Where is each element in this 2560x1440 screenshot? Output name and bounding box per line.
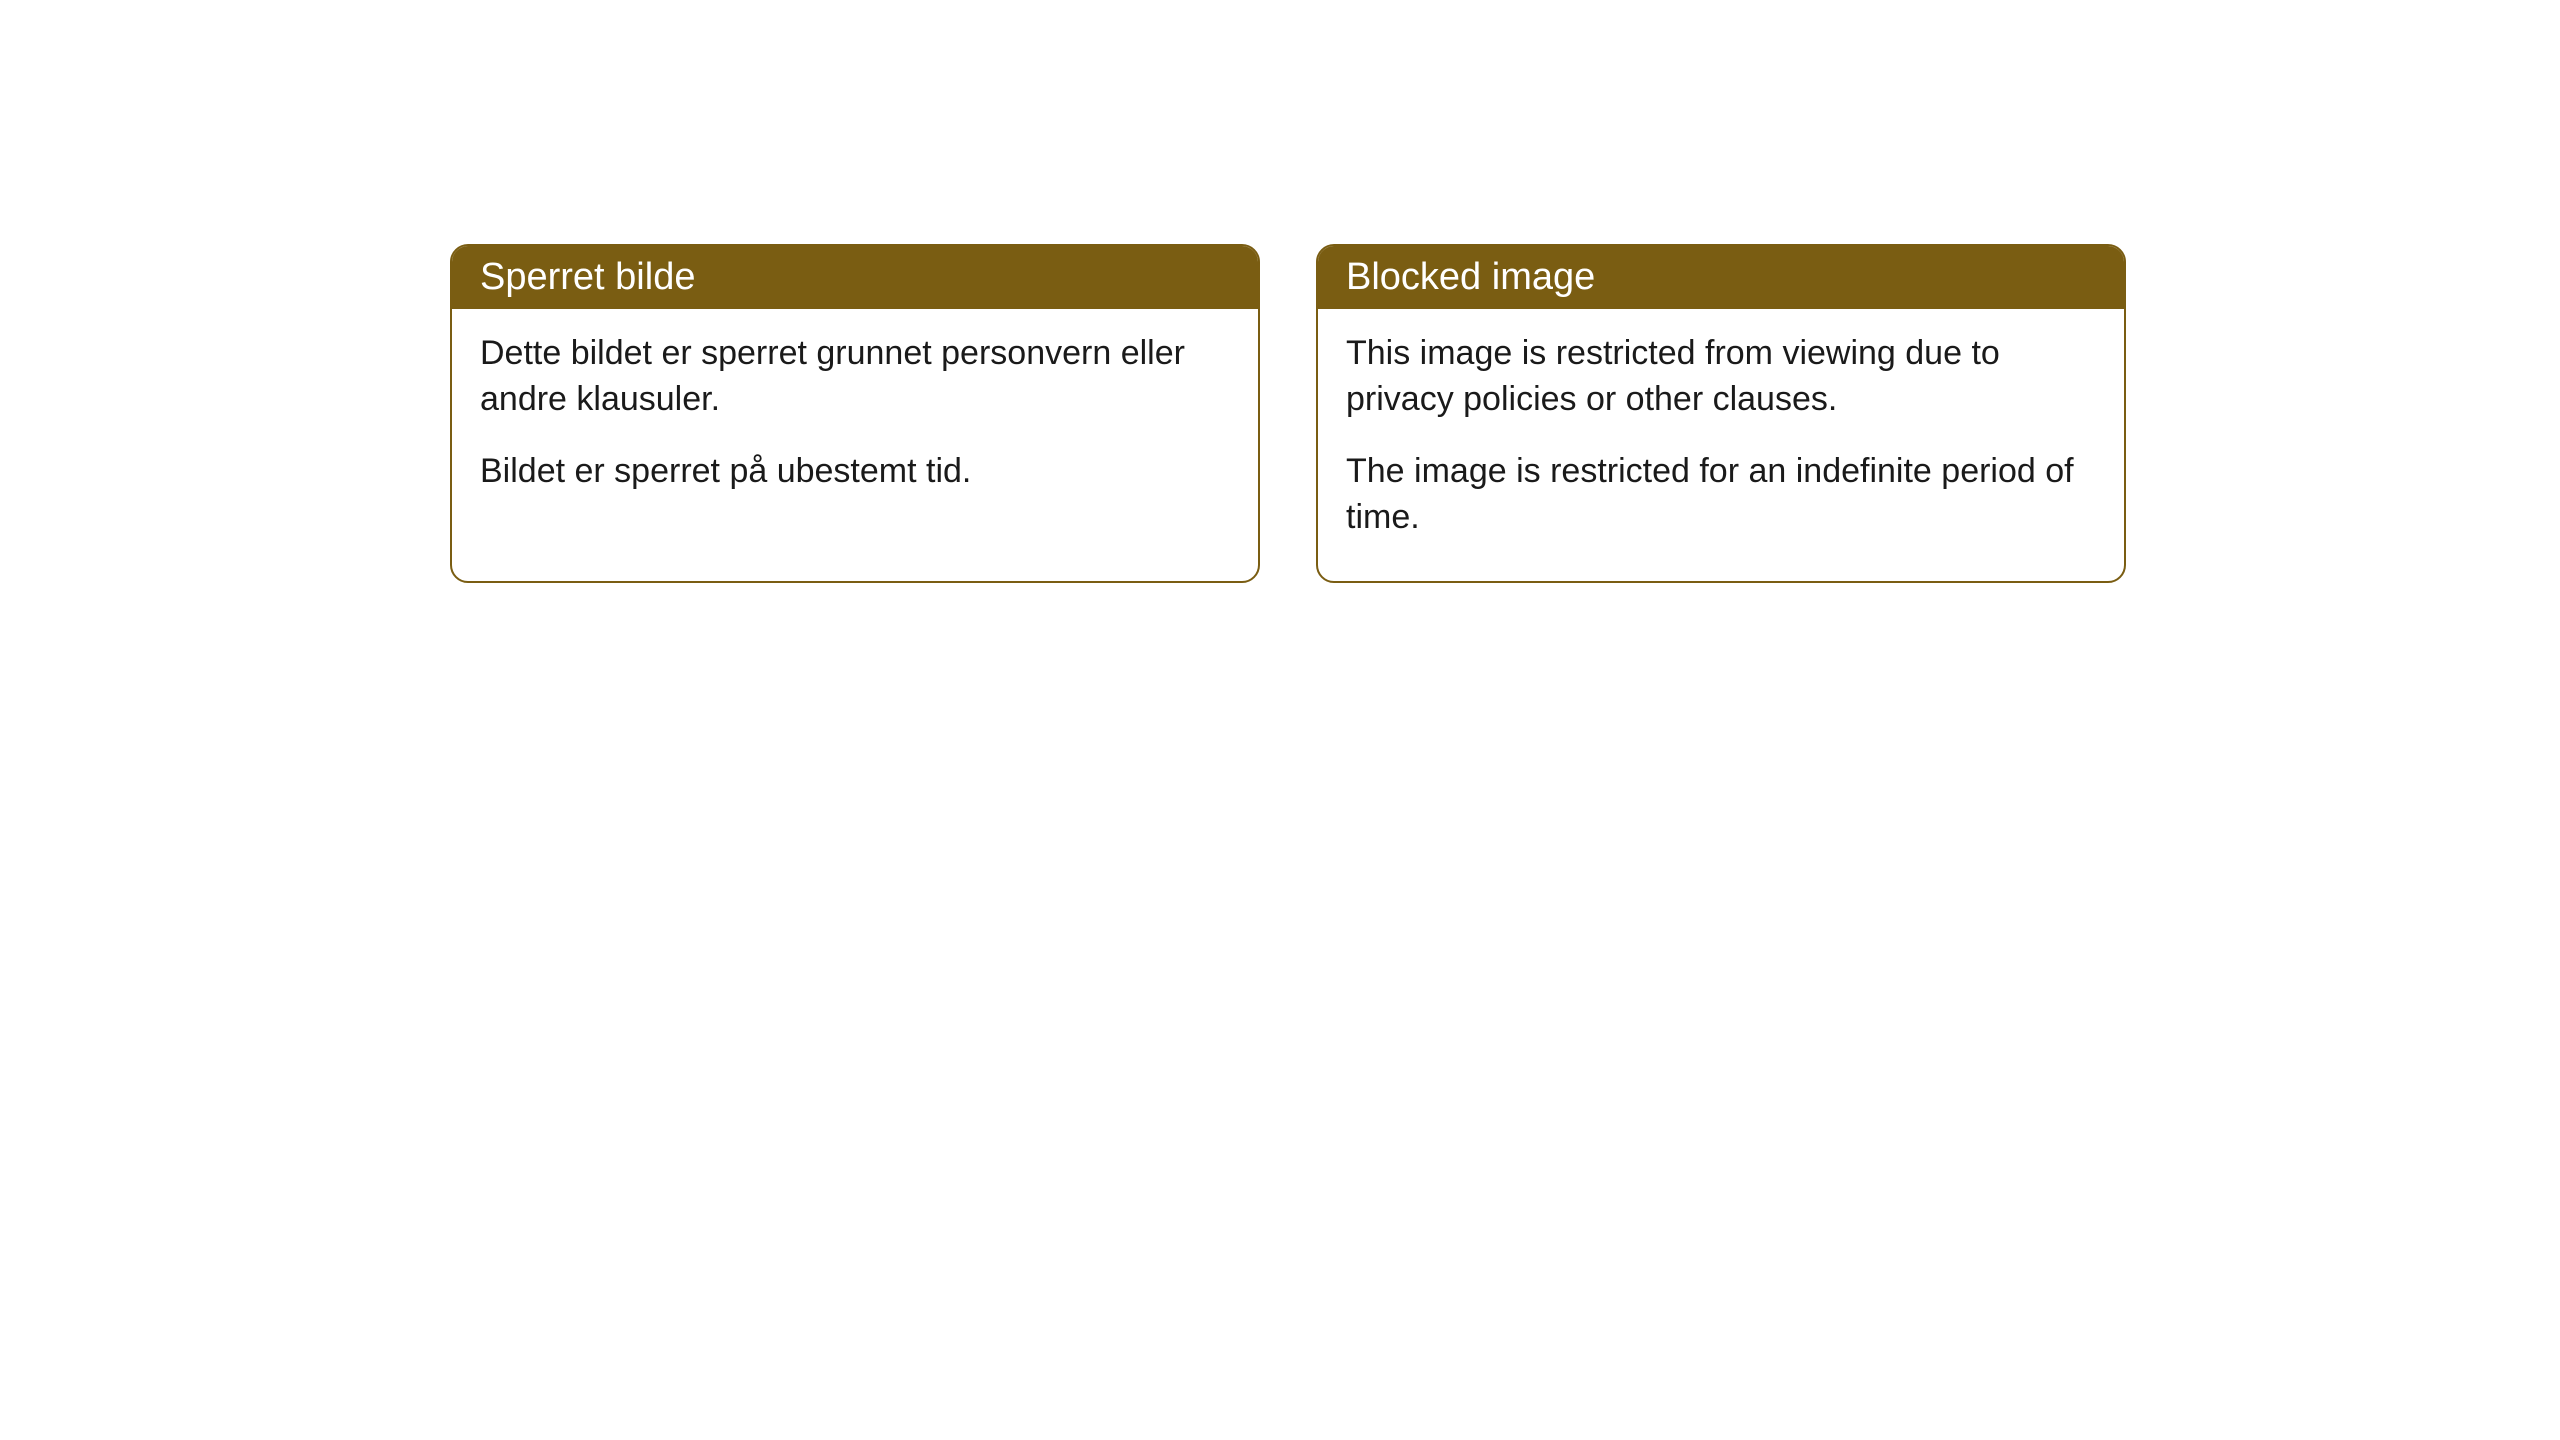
card-title: Sperret bilde: [480, 256, 695, 298]
card-paragraph: Bildet er sperret på ubestemt tid.: [480, 449, 1230, 495]
card-body: This image is restricted from viewing du…: [1318, 309, 2124, 581]
card-body: Dette bildet er sperret grunnet personve…: [452, 309, 1258, 535]
notice-cards-container: Sperret bilde Dette bildet er sperret gr…: [450, 244, 2126, 583]
card-paragraph: This image is restricted from viewing du…: [1346, 331, 2096, 423]
card-header: Blocked image: [1318, 246, 2124, 309]
card-header: Sperret bilde: [452, 246, 1258, 309]
blocked-image-card-norwegian: Sperret bilde Dette bildet er sperret gr…: [450, 244, 1260, 583]
card-paragraph: Dette bildet er sperret grunnet personve…: [480, 331, 1230, 423]
blocked-image-card-english: Blocked image This image is restricted f…: [1316, 244, 2126, 583]
card-title: Blocked image: [1346, 256, 1595, 298]
card-paragraph: The image is restricted for an indefinit…: [1346, 449, 2096, 541]
